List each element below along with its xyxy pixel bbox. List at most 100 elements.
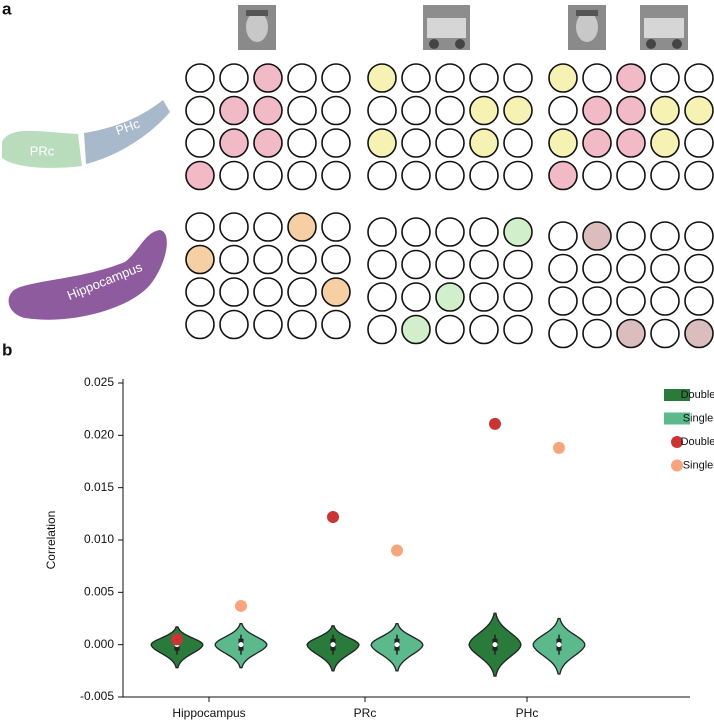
- voxel: [253, 128, 283, 158]
- voxel: [219, 277, 249, 307]
- voxel: [219, 212, 249, 242]
- legend-swatch: [671, 459, 683, 472]
- voxel: [287, 212, 317, 242]
- legend-swatch: [664, 412, 690, 425]
- voxel: [367, 249, 397, 280]
- voxel: [650, 160, 680, 191]
- voxel: [616, 286, 646, 316]
- voxel: [219, 309, 249, 340]
- voxel: [435, 314, 465, 345]
- voxel: [582, 128, 612, 158]
- voxel: [367, 128, 397, 158]
- voxel: [548, 63, 578, 93]
- violin-median: [492, 642, 498, 648]
- voxel: [548, 318, 578, 349]
- region-label: PRc: [30, 143, 55, 158]
- legend-swatch: [671, 436, 683, 448]
- voxel: [435, 217, 465, 247]
- voxel-grids: [185, 63, 714, 349]
- voxel: [548, 221, 578, 251]
- voxel: [401, 95, 431, 126]
- voxel: [287, 309, 317, 340]
- voxel: [321, 212, 351, 242]
- voxel: [503, 217, 533, 247]
- voxel: [650, 253, 680, 284]
- violin-median: [238, 642, 244, 648]
- voxel: [503, 160, 533, 191]
- voxel: [616, 128, 646, 158]
- voxel: [185, 277, 215, 307]
- y-tick-label: 0.015: [84, 480, 114, 494]
- x-tick-label: PHc: [516, 706, 539, 720]
- voxel: [253, 63, 283, 93]
- voxel: [616, 318, 646, 349]
- voxel: [469, 314, 499, 345]
- panel-label: a: [2, 0, 12, 18]
- voxel: [185, 63, 215, 93]
- voxel: [469, 128, 499, 158]
- voxel: [321, 160, 351, 191]
- house-image: [423, 5, 470, 50]
- voxel: [367, 160, 397, 191]
- voxel: [469, 63, 499, 93]
- voxel: [321, 277, 351, 307]
- voxel: [185, 160, 215, 191]
- voxel: [616, 160, 646, 191]
- voxel: [650, 128, 680, 158]
- voxel: [219, 128, 249, 158]
- voxel: [321, 309, 351, 340]
- voxel: [650, 286, 680, 316]
- voxel: [503, 128, 533, 158]
- violin-median: [556, 642, 562, 648]
- voxel: [582, 221, 612, 251]
- voxel: [469, 282, 499, 312]
- y-tick-label: 0.025: [84, 375, 114, 389]
- voxel: [469, 160, 499, 191]
- point: [553, 441, 565, 454]
- voxel: [435, 160, 465, 191]
- voxel: [401, 217, 431, 247]
- voxel: [548, 286, 578, 316]
- voxel: [287, 160, 317, 191]
- voxel: [401, 249, 431, 280]
- chart: -0.005 0.000 0.005 0.010 0.015 0.020 0.025 Corr…: [44, 375, 714, 720]
- voxel: [582, 318, 612, 349]
- point: [235, 599, 247, 612]
- y-tick-label: 0.020: [84, 428, 114, 442]
- voxel: [219, 160, 249, 191]
- voxel: [548, 128, 578, 158]
- y-axis-label: Correlation: [44, 511, 58, 570]
- house-image: [640, 5, 688, 50]
- voxel: [401, 128, 431, 158]
- face-image: [568, 5, 606, 50]
- legend-label: Single: [683, 459, 714, 471]
- voxel: [616, 253, 646, 284]
- voxel: [684, 160, 714, 191]
- voxel: [503, 63, 533, 93]
- y-tick-label: 0.000: [84, 637, 114, 651]
- voxel: [650, 221, 680, 251]
- legend-swatch: [664, 389, 690, 401]
- voxel: [582, 95, 612, 126]
- voxel: [684, 128, 714, 158]
- voxel: [321, 95, 351, 126]
- voxel: [435, 63, 465, 93]
- voxel: [253, 309, 283, 340]
- voxel: [548, 253, 578, 284]
- voxel: [650, 63, 680, 93]
- x-tick-label: PRc: [354, 706, 377, 720]
- voxel: [253, 212, 283, 242]
- voxel: [367, 217, 397, 247]
- violin-median: [330, 642, 336, 648]
- voxel: [503, 282, 533, 312]
- voxel: [401, 63, 431, 93]
- voxel: [503, 314, 533, 345]
- voxel: [253, 244, 283, 275]
- voxel: [435, 282, 465, 312]
- voxel: [469, 217, 499, 247]
- voxel: [287, 277, 317, 307]
- voxel: [548, 160, 578, 191]
- voxel: [367, 95, 397, 126]
- voxel: [321, 244, 351, 275]
